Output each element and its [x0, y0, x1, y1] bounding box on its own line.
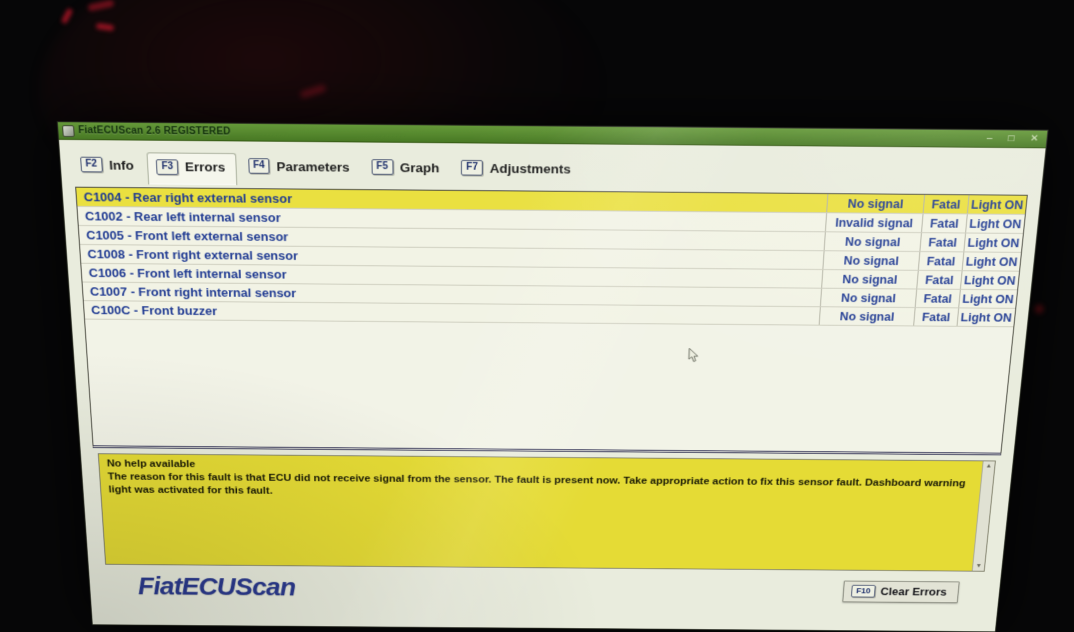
- error-severity: Fatal: [921, 214, 967, 232]
- error-light: Light ON: [963, 233, 1022, 251]
- error-severity: Fatal: [913, 308, 958, 326]
- error-light: Light ON: [957, 308, 1016, 326]
- fkey-badge: F10: [851, 585, 875, 598]
- mouse-cursor-icon: [688, 348, 700, 363]
- error-severity: Fatal: [918, 252, 963, 270]
- help-panel: No help available The reason for this fa…: [98, 453, 996, 571]
- error-severity: Fatal: [916, 271, 961, 289]
- error-status: No signal: [820, 289, 916, 307]
- app-icon: [62, 125, 75, 137]
- fiatecuscan-window: FiatECUScan 2.6 REGISTERED – □ ✕ F2 Info…: [57, 121, 1049, 632]
- fkey-badge: F3: [156, 159, 178, 175]
- clear-errors-label: Clear Errors: [880, 585, 947, 597]
- red-light-mark: [61, 8, 74, 25]
- fiatecuscan-logo: FiatECUScan: [104, 573, 296, 602]
- error-light: Light ON: [967, 195, 1027, 214]
- scroll-up-icon[interactable]: ▲: [985, 463, 992, 469]
- tab-graph[interactable]: F5 Graph: [363, 153, 449, 183]
- red-indicator-dot: [1032, 302, 1046, 316]
- error-light: Light ON: [958, 290, 1017, 308]
- tab-adjustments[interactable]: F7 Adjustments: [453, 154, 581, 184]
- tab-label: Adjustments: [490, 161, 571, 176]
- fkey-badge: F4: [248, 158, 270, 174]
- error-status: Invalid signal: [825, 213, 923, 232]
- error-severity: Fatal: [915, 289, 960, 307]
- error-status: No signal: [822, 251, 919, 270]
- tab-label: Errors: [185, 160, 226, 175]
- error-label: C100C - Front buzzer: [84, 303, 820, 323]
- help-text: No help available The reason for this fa…: [99, 454, 983, 571]
- tab-bar: F2 Info F3 Errors F4 Parameters F5 Graph…: [59, 140, 1046, 193]
- tab-errors[interactable]: F3 Errors: [147, 152, 237, 185]
- monitor-screen: FiatECUScan 2.6 REGISTERED – □ ✕ F2 Info…: [57, 121, 1049, 632]
- fkey-badge: F2: [80, 157, 103, 173]
- error-status: No signal: [819, 307, 915, 325]
- tab-parameters[interactable]: F4 Parameters: [240, 152, 360, 182]
- red-light-mark: [88, 0, 115, 12]
- error-status: No signal: [824, 232, 921, 251]
- error-list: C1004 - Rear right external sensor No si…: [75, 187, 1028, 456]
- clear-errors-button[interactable]: F10 Clear Errors: [843, 581, 960, 604]
- scroll-down-icon[interactable]: ▼: [975, 563, 982, 569]
- close-icon[interactable]: ✕: [1030, 134, 1039, 144]
- red-light-mark: [96, 23, 115, 31]
- error-light: Light ON: [962, 252, 1021, 270]
- help-line2: The reason for this fault is that ECU di…: [107, 471, 973, 504]
- tab-label: Parameters: [276, 159, 349, 174]
- error-severity: Fatal: [919, 233, 965, 251]
- error-status: No signal: [821, 270, 918, 289]
- minimize-icon[interactable]: –: [986, 134, 992, 144]
- fkey-badge: F5: [371, 159, 393, 175]
- red-light-mark: [300, 84, 327, 99]
- error-light: Light ON: [965, 214, 1025, 233]
- tab-label: Info: [109, 157, 134, 172]
- error-light: Light ON: [960, 271, 1019, 289]
- tab-label: Graph: [400, 160, 440, 175]
- error-severity: Fatal: [923, 195, 969, 214]
- error-status: No signal: [826, 194, 924, 213]
- tab-info[interactable]: F2 Info: [72, 151, 145, 181]
- window-title: FiatECUScan 2.6 REGISTERED: [78, 125, 231, 137]
- footer-bar: FiatECUScan F10 Clear Errors: [89, 565, 1002, 632]
- window-controls: – □ ✕: [986, 134, 1039, 144]
- maximize-icon[interactable]: □: [1008, 134, 1015, 144]
- fkey-badge: F7: [461, 160, 483, 176]
